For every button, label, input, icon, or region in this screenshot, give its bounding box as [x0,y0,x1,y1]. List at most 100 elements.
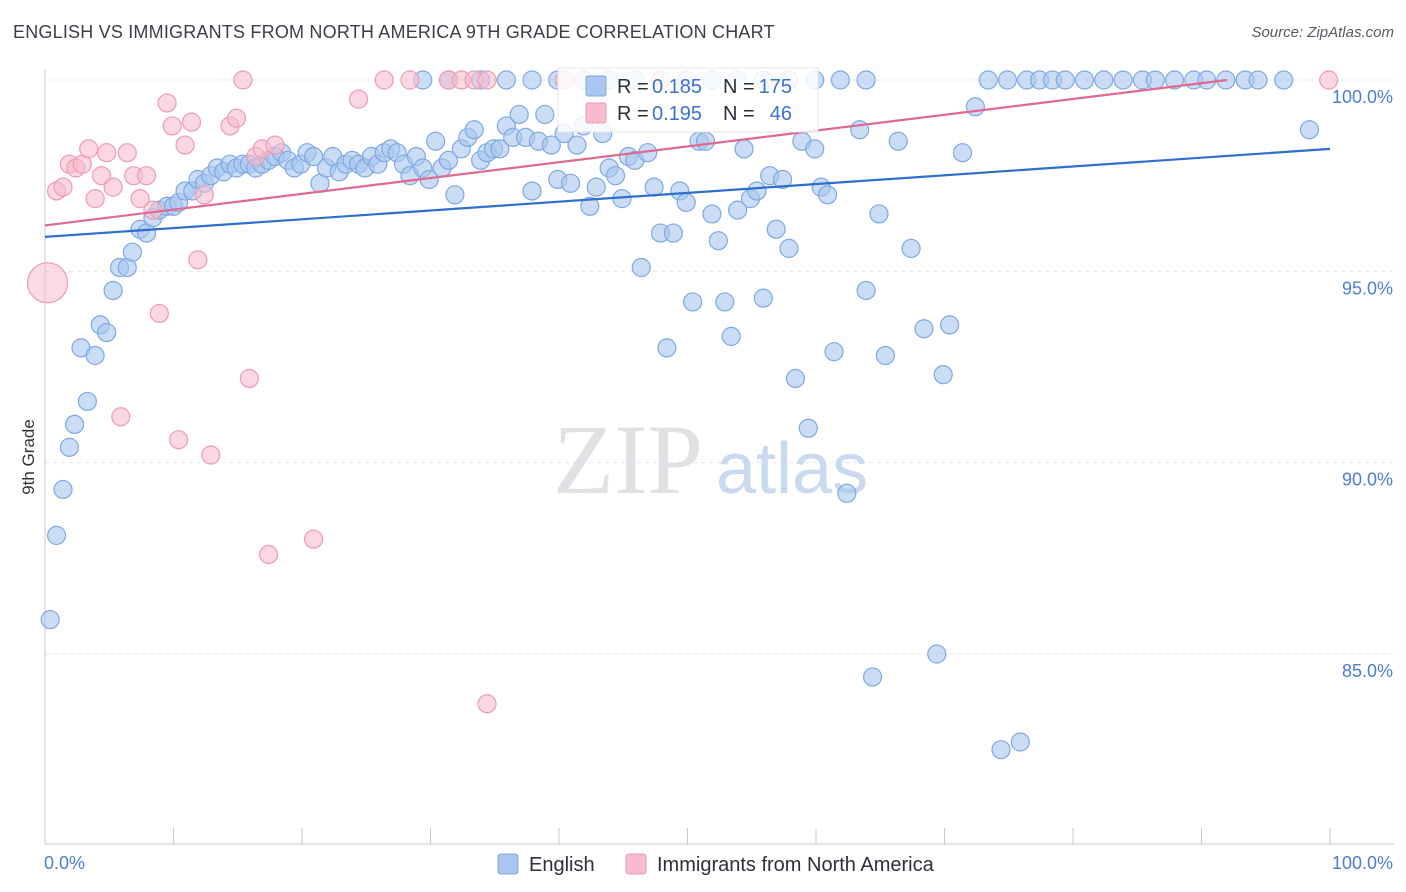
english-points [40,70,1320,760]
english-point [837,483,857,503]
immigrants-point [26,262,69,304]
english-point [747,181,767,201]
immigrants-point [117,143,137,163]
english-point [817,185,838,205]
english-point [522,70,542,90]
english-bottom-label: English [529,854,595,876]
english-r-value: 0.185 [652,76,702,98]
english-point [1094,70,1114,90]
english-point [1164,70,1185,90]
english-point [509,104,529,125]
english-point [856,70,876,90]
english-point [1274,70,1294,90]
immigrants-point [136,166,157,186]
english-point [1113,70,1133,90]
english-point [753,288,773,308]
immigrants-point [1319,70,1339,90]
english-point [85,345,105,366]
english-point [1299,120,1320,140]
english-point [683,292,703,312]
immigrants-point [477,70,497,90]
english-n-value: 175 [759,76,792,98]
y-axis-label: 9th Grade [19,419,38,495]
english-legend-swatch [585,75,607,97]
english-point [1074,70,1095,90]
english-point [830,70,851,90]
english-trend-line [44,147,1331,238]
english-point [785,368,806,389]
x-axis-ticks [44,828,1331,844]
english-point [1248,70,1268,90]
immigrants-point [400,70,420,90]
english-point [605,166,626,186]
immigrants-r-label: R = [617,103,649,125]
english-point [997,70,1018,90]
immigrants-point [175,135,195,155]
immigrants-point [265,135,285,155]
english-point [721,326,741,346]
english-point [772,169,793,190]
y-tick-label: 100.0% [1332,87,1393,107]
english-point [535,104,555,125]
english-point [888,131,908,151]
english-n-label: N = [723,76,755,98]
immigrants-point [130,189,150,209]
english-point [1010,732,1030,752]
immigrants-point [348,89,369,109]
english-point [805,139,825,159]
stats-legend: R = 0.185 N = 175 R = 0.195 N = 46 [557,67,819,133]
english-point [824,342,844,362]
immigrants-point [226,108,247,128]
english-point [426,131,446,151]
y-tick-label: 90.0% [1342,470,1393,490]
english-point [927,644,947,664]
immigrants-point [53,177,73,197]
english-point [496,70,516,90]
chart-title: ENGLISH VS IMMIGRANTS FROM NORTH AMERICA… [13,22,775,42]
y-tick-labels: 85.0% 90.0% 95.0% 100.0% [1332,87,1393,681]
english-point [715,292,735,312]
english-point [77,391,98,412]
english-point [875,345,895,366]
english-point [438,150,459,170]
immigrants-point [181,112,202,132]
english-point [914,319,934,339]
english-point [702,204,722,224]
english-point [657,338,677,358]
immigrants-point [97,143,117,163]
immigrants-point [157,93,177,113]
english-point [734,139,754,159]
immigrants-point [258,544,279,565]
immigrants-point [194,185,214,205]
immigrants-point [201,445,221,465]
english-point [952,143,973,163]
english-point [303,146,324,167]
english-point [965,97,985,117]
english-point [869,204,889,224]
immigrants-n-value: 46 [770,103,792,125]
english-point [46,525,67,545]
english-point [1197,70,1217,90]
english-bottom-swatch [497,853,519,875]
english-point [695,131,716,151]
immigrants-point [85,189,105,209]
immigrants-bottom-swatch [625,853,647,875]
english-point [445,185,465,205]
english-point [862,667,883,687]
english-point [122,242,142,262]
english-point [490,139,510,159]
english-point [580,196,600,216]
english-point [103,280,123,301]
english-point [901,238,921,258]
english-point [940,315,960,335]
immigrants-bottom-label: Immigrants from North America [657,854,935,876]
x-tick-label-min: 0.0% [44,853,85,873]
english-r-label: R = [617,76,649,98]
english-point [676,192,696,213]
english-point [978,70,998,90]
immigrants-trend-line [44,78,1228,227]
english-point [991,740,1011,760]
trend-lines [44,78,1331,238]
chart-source: Source: ZipAtlas.com [1251,24,1394,41]
immigrants-point [188,250,208,270]
